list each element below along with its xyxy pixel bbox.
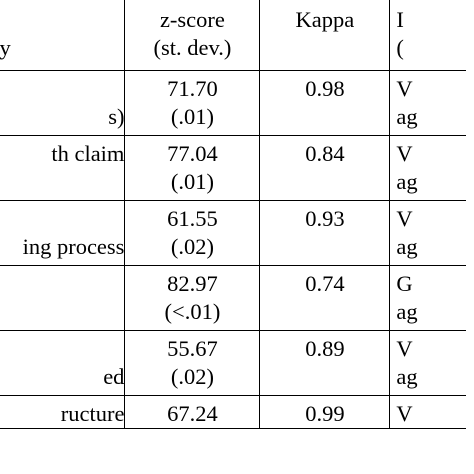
- table-row: ing process 61.55 (.02) 0.93 V ag: [0, 200, 466, 266]
- row-interp-line1: V: [396, 76, 413, 101]
- row-zscore: 71.70 (.01): [124, 70, 260, 136]
- row-kappa-value: 0.99: [305, 401, 345, 426]
- row-interpretation: V ag: [389, 70, 466, 136]
- row-zscore-stdev: (.01): [170, 169, 214, 194]
- header-zscore-line2: (st. dev.): [153, 35, 232, 60]
- row-interp-line1: V: [396, 336, 413, 361]
- table-row: s) 71.70 (.01) 0.98 V ag: [0, 70, 466, 136]
- row-zscore: 61.55 (.02): [124, 200, 260, 266]
- row-interp-line1: V: [396, 141, 413, 166]
- row-category: s): [0, 70, 125, 136]
- row-kappa: 0.98: [259, 70, 390, 136]
- row-interp-line2: ag: [396, 364, 418, 389]
- row-kappa-value: 0.74: [305, 271, 345, 296]
- table-header-row: ry z-score (st. dev.) Kappa I (: [0, 0, 466, 71]
- row-category-text: ructure: [60, 401, 125, 426]
- row-zscore-stdev: (.01): [170, 104, 214, 129]
- row-category: ed: [0, 330, 125, 396]
- header-category: ry: [0, 0, 125, 71]
- header-zscore-line1: z-score: [159, 7, 225, 32]
- row-kappa: 0.84: [259, 135, 390, 201]
- row-kappa: 0.74: [259, 265, 390, 331]
- row-zscore-value: 77.04: [167, 141, 218, 166]
- row-zscore-value: 82.97: [167, 271, 218, 296]
- row-kappa-value: 0.98: [305, 76, 345, 101]
- header-kappa: Kappa: [259, 0, 390, 71]
- table-row: ed 55.67 (.02) 0.89 V ag: [0, 330, 466, 396]
- row-interp-line2: ag: [396, 299, 418, 324]
- row-zscore-stdev: (<.01): [164, 299, 221, 324]
- row-interp-line2: ag: [396, 104, 418, 129]
- header-interp-line1: I: [396, 7, 404, 32]
- row-zscore-stdev: (.02): [170, 364, 214, 389]
- row-interp-line1: V: [396, 206, 413, 231]
- row-kappa-value: 0.93: [305, 206, 345, 231]
- row-interpretation: G ag: [389, 265, 466, 331]
- row-interpretation: V ag: [389, 330, 466, 396]
- header-kappa-text: Kappa: [295, 7, 355, 32]
- row-zscore-stdev: (.02): [170, 234, 214, 259]
- row-zscore: 67.24: [124, 395, 260, 429]
- row-interpretation: V ag: [389, 135, 466, 201]
- row-kappa: 0.99: [259, 395, 390, 429]
- row-category: [0, 265, 125, 331]
- table-row: ructure 67.24 0.99 V: [0, 395, 466, 429]
- row-category: ing process: [0, 200, 125, 266]
- header-zscore: z-score (st. dev.): [124, 0, 260, 71]
- row-kappa: 0.93: [259, 200, 390, 266]
- row-kappa-value: 0.84: [305, 141, 345, 166]
- kappa-agreement-table: ry z-score (st. dev.) Kappa I ( s) 71.70: [0, 0, 466, 429]
- table-row: 82.97 (<.01) 0.74 G ag: [0, 265, 466, 331]
- row-category-text: ing process: [22, 234, 125, 259]
- table-row: th claim 77.04 (.01) 0.84 V ag: [0, 135, 466, 201]
- row-category-text: s): [108, 104, 125, 129]
- row-zscore-value: 67.24: [167, 401, 218, 426]
- row-kappa-value: 0.89: [305, 336, 345, 361]
- row-kappa: 0.89: [259, 330, 390, 396]
- row-interpretation: V: [389, 395, 466, 429]
- row-zscore: 77.04 (.01): [124, 135, 260, 201]
- row-zscore-value: 71.70: [167, 76, 218, 101]
- row-zscore: 82.97 (<.01): [124, 265, 260, 331]
- row-zscore-value: 55.67: [167, 336, 218, 361]
- header-interpretation: I (: [389, 0, 466, 71]
- header-category-text: ry: [0, 35, 11, 60]
- row-category: th claim: [0, 135, 125, 201]
- row-category: ructure: [0, 395, 125, 429]
- row-interpretation: V ag: [389, 200, 466, 266]
- row-category-text: th claim: [51, 141, 125, 166]
- header-interp-line2: (: [396, 35, 404, 60]
- row-interp-line1: V: [396, 401, 413, 426]
- row-zscore-value: 61.55: [167, 206, 218, 231]
- row-interp-line2: ag: [396, 169, 418, 194]
- row-zscore: 55.67 (.02): [124, 330, 260, 396]
- row-category-text: ed: [103, 364, 125, 389]
- row-interp-line2: ag: [396, 234, 418, 259]
- row-interp-line1: G: [396, 271, 413, 296]
